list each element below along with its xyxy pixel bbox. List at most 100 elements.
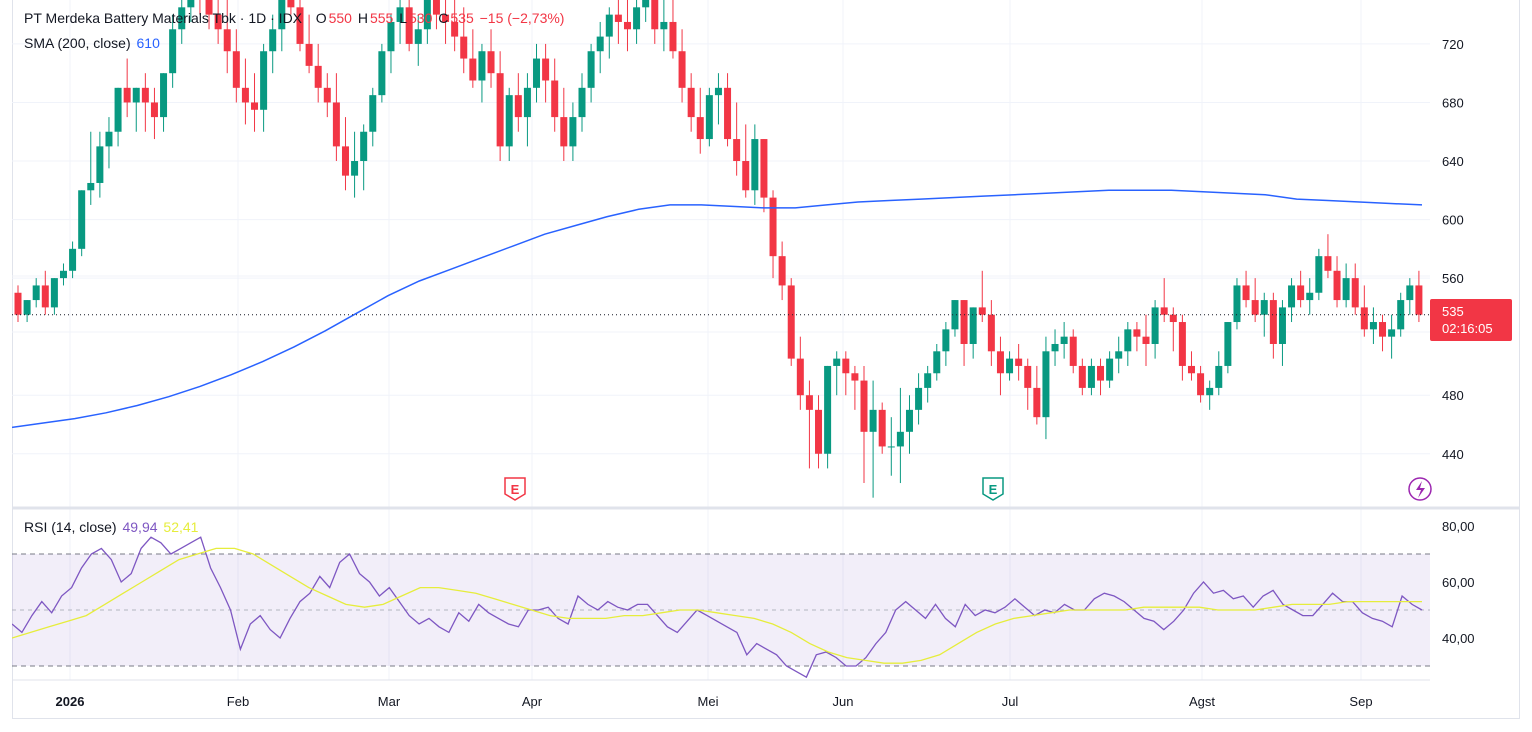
candle-down (1069, 329, 1077, 374)
candle-body (1078, 365, 1086, 388)
candle-up (1115, 336, 1123, 374)
candle-body (1024, 365, 1032, 388)
candle-up (50, 278, 58, 315)
candle-body (1069, 336, 1077, 366)
candle-body (1224, 322, 1232, 366)
candle-up (132, 87, 140, 132)
candle-body (432, 0, 440, 15)
candle-up (69, 241, 77, 279)
candle-up (605, 7, 613, 59)
candle-up (378, 43, 386, 103)
candle-down (1197, 365, 1205, 403)
candle-down (842, 351, 850, 396)
candle-up (915, 373, 923, 425)
candle-body (160, 73, 168, 118)
candle-body (1015, 358, 1023, 366)
candle-up (714, 73, 722, 125)
candle-body (887, 446, 895, 448)
candle-body (787, 285, 795, 359)
price-tick-label: 560 (1442, 271, 1464, 286)
candle-up (423, 0, 431, 44)
candle-up (633, 0, 641, 44)
candle-body (1169, 314, 1177, 323)
candle-body (59, 270, 67, 279)
candle-body (1351, 278, 1359, 308)
candle-down (442, 0, 450, 44)
candle-body (141, 87, 149, 103)
candle-body (1242, 285, 1250, 301)
close-label: C (438, 10, 449, 26)
candle-body (323, 87, 331, 103)
candle-down (651, 0, 659, 44)
candle-up (824, 365, 832, 469)
candle-body (1333, 270, 1341, 301)
candle-body (1388, 329, 1396, 337)
candle-down (332, 73, 340, 162)
candle-up (887, 417, 895, 476)
candle-down (150, 87, 158, 140)
candle-down (469, 29, 477, 88)
candle-up (178, 0, 186, 44)
candle-body (1360, 307, 1368, 330)
candle-down (1251, 278, 1259, 323)
candle-up (278, 0, 286, 52)
candle-body (678, 51, 686, 88)
candle-down (669, 0, 677, 59)
candle-body (578, 87, 586, 118)
candle-body (696, 117, 704, 140)
candle-down (1415, 270, 1423, 323)
chart-frame (12, 0, 1520, 719)
candle-down (287, 0, 295, 15)
candle-body (1379, 322, 1387, 337)
candle-body (460, 36, 468, 59)
candle-down (1269, 292, 1277, 359)
rsi-band-fill (12, 554, 1430, 666)
candle-body (214, 14, 222, 30)
candle-body (933, 351, 941, 374)
candle-body (1106, 358, 1114, 381)
candle-body (651, 0, 659, 30)
candle-body (78, 190, 86, 249)
candle-body (396, 7, 404, 22)
rsi-legend[interactable]: RSI (14, close) 49,94 52,41 (24, 519, 200, 535)
candles (14, 0, 1423, 498)
candle-down (1187, 351, 1195, 381)
candle-down (199, 0, 201, 15)
candle-body (978, 307, 986, 315)
candle-up (269, 14, 277, 74)
candle-up (169, 14, 177, 88)
candle-body (669, 21, 677, 52)
candle-body (341, 146, 349, 176)
candle-body (241, 87, 249, 103)
candle-down (487, 29, 495, 88)
rsi-ma-value: 52,41 (163, 519, 199, 535)
bar-countdown: 02:16:05 (1442, 321, 1493, 336)
candle-down (1078, 358, 1086, 396)
candle-down (733, 102, 741, 176)
candle-down (41, 270, 49, 315)
candle-body (560, 117, 568, 147)
candle-body (533, 58, 541, 88)
candle-body (278, 0, 286, 30)
candle-body (1297, 285, 1305, 301)
time-tick-label: Sep (1349, 694, 1372, 709)
candle-up (1342, 263, 1350, 308)
candle-body (1006, 358, 1014, 374)
candle-body (1233, 285, 1241, 323)
candle-body (514, 95, 522, 118)
candle-up (705, 87, 713, 147)
candle-down (1142, 314, 1150, 366)
candle-down (1333, 256, 1341, 308)
sma-legend[interactable]: SMA (200, close) 610 (24, 35, 162, 51)
candle-up (114, 87, 122, 147)
price-tick-label: 440 (1442, 447, 1464, 462)
candle-body (505, 95, 513, 147)
candle-body (687, 87, 695, 118)
rsi-line (12, 536, 1423, 679)
candle-body (623, 21, 631, 30)
candle-down (623, 0, 631, 52)
candle-up (369, 87, 377, 147)
candle-up (1369, 307, 1377, 344)
candle-body (660, 21, 668, 30)
